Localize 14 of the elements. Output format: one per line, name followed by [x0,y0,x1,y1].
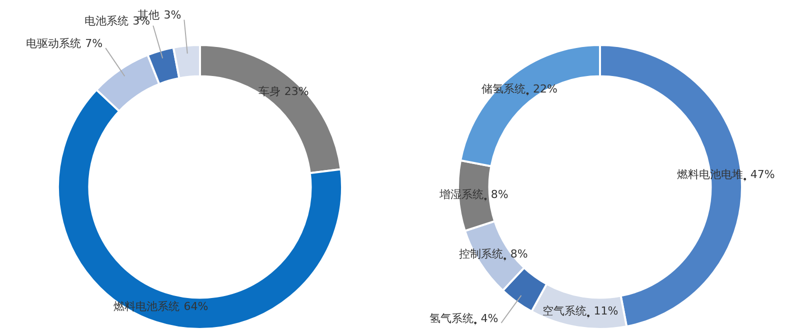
slice-label: 控制系统 [458,248,503,261]
slice-label: 空气系统 [542,304,586,318]
slice-label: 燃料电池系统 [114,300,180,314]
slice-label: 电池系统 [84,14,129,28]
data-label: 3% [164,8,182,22]
data-label: 4% [480,312,498,325]
data-label: 64% [184,300,208,314]
data-label: 11% [594,304,618,318]
slice-label: 电驱动系统 [26,36,82,50]
data-label: 8% [510,248,528,261]
data-label: 47% [750,168,775,181]
data-label: 7% [85,36,103,50]
slice-label: 氢气系统 [429,312,474,325]
data-label: 8% [490,188,508,201]
